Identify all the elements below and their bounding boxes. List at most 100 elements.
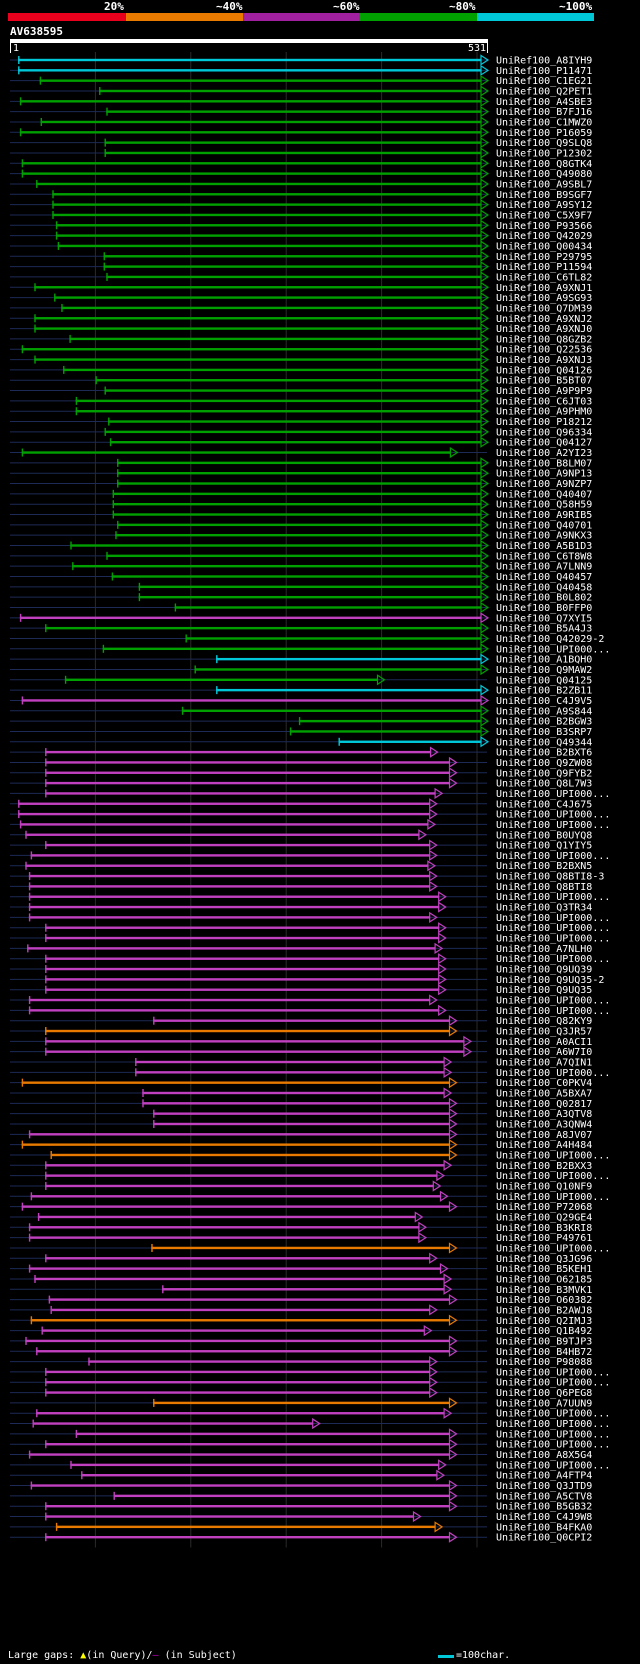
hit-label: UniRef100_A8JV07 bbox=[496, 1130, 592, 1141]
hit-start-tick bbox=[111, 572, 114, 581]
identity-legend: 20% ~40% ~60% ~80% ~100% bbox=[0, 0, 640, 22]
query-id: AV638595 bbox=[10, 25, 63, 38]
hit-arrow bbox=[480, 137, 490, 149]
hit-label: UniRef100_P11594 bbox=[496, 262, 592, 273]
hit-label: UniRef100_P18212 bbox=[496, 417, 592, 428]
hit-start-tick bbox=[112, 510, 114, 519]
hit-start-tick bbox=[28, 1130, 31, 1139]
hit-bar bbox=[45, 1050, 464, 1053]
hit-label: UniRef100_Q7DM39 bbox=[496, 303, 592, 314]
hit-start-tick bbox=[21, 1140, 24, 1149]
hit-arrow bbox=[448, 777, 458, 789]
query-ruler bbox=[10, 39, 488, 43]
hit-bar bbox=[45, 967, 439, 971]
hit-label: UniRef100_UPI000... bbox=[496, 1429, 610, 1440]
hit-label: UniRef100_A9NP13 bbox=[496, 469, 592, 480]
hit-bar bbox=[28, 1267, 441, 1270]
hit-bar bbox=[45, 957, 439, 960]
hit-label: UniRef100_A0ACI1 bbox=[496, 1037, 592, 1048]
hit-bar bbox=[55, 234, 482, 237]
hit-start-tick bbox=[28, 913, 31, 922]
hit-bar bbox=[115, 533, 482, 537]
hit-start-tick bbox=[106, 551, 108, 560]
hit-label: UniRef100_UPI000... bbox=[496, 810, 610, 821]
hit-label: UniRef100_A9XNJ1 bbox=[496, 283, 592, 294]
hit-start-tick bbox=[45, 1047, 47, 1056]
hit-label: UniRef100_B3MVK1 bbox=[496, 1285, 592, 1296]
hit-arrow bbox=[480, 178, 490, 190]
hit-start-tick bbox=[135, 1058, 137, 1067]
hit-label: UniRef100_Q10NF9 bbox=[496, 1181, 592, 1192]
hit-bar bbox=[50, 1153, 450, 1157]
hit-label: UniRef100_UPI000... bbox=[496, 1243, 610, 1254]
hit-arrow bbox=[429, 1376, 438, 1388]
hit-start-tick bbox=[34, 1274, 36, 1283]
hit-arrow bbox=[427, 860, 437, 872]
hit-bar bbox=[45, 926, 439, 929]
hit-label: UniRef100_Q9UQ39 bbox=[496, 965, 592, 976]
hit-start-tick bbox=[18, 56, 20, 64]
hit-arrow bbox=[448, 1490, 458, 1502]
hit-bar bbox=[30, 1319, 450, 1322]
hit-arrow bbox=[480, 581, 490, 593]
hit-bar bbox=[153, 1122, 450, 1126]
hit-bar bbox=[111, 575, 481, 578]
hit-arrow bbox=[430, 746, 439, 758]
hit-arrow bbox=[429, 911, 438, 923]
hit-start-tick bbox=[45, 1440, 47, 1449]
legend-label-80: ~80% bbox=[449, 0, 476, 13]
hit-label: UniRef100_A9NKX3 bbox=[496, 531, 592, 542]
hit-label: UniRef100_B2BGW3 bbox=[496, 717, 592, 728]
hit-bar bbox=[21, 348, 481, 351]
hit-start-tick bbox=[104, 138, 106, 147]
hit-bar bbox=[55, 1525, 436, 1529]
hit-arrow bbox=[438, 1459, 447, 1471]
hit-arrow bbox=[480, 405, 490, 417]
hit-arrow bbox=[429, 808, 438, 820]
hit-start-tick bbox=[106, 107, 108, 116]
hit-label: UniRef100_C6JT03 bbox=[496, 396, 592, 407]
hit-bar bbox=[194, 668, 481, 671]
hit-arrow bbox=[448, 1438, 458, 1450]
hit-label: UniRef100_A5BXA7 bbox=[496, 1089, 592, 1100]
hit-bar bbox=[88, 1360, 430, 1363]
hit-arrow bbox=[480, 209, 490, 221]
hit-start-tick bbox=[32, 1419, 34, 1428]
hit-arrow bbox=[429, 839, 438, 851]
hit-arrow bbox=[480, 95, 490, 107]
hit-bar bbox=[28, 1236, 419, 1239]
hit-start-tick bbox=[21, 1202, 24, 1211]
hit-label: UniRef100_A9P9P9 bbox=[496, 386, 592, 397]
hit-start-tick bbox=[45, 1171, 47, 1180]
hit-start-tick bbox=[45, 768, 47, 777]
hit-start-tick bbox=[112, 489, 114, 498]
hit-label: UniRef100_A9NZP7 bbox=[496, 479, 592, 490]
hit-arrow bbox=[438, 922, 447, 934]
hit-start-tick bbox=[151, 1243, 153, 1252]
hit-arrow bbox=[448, 1118, 458, 1130]
hit-start-tick bbox=[45, 954, 47, 963]
hit-bar bbox=[112, 513, 481, 516]
hit-label: UniRef100_C5X9F7 bbox=[496, 210, 592, 221]
hit-arrow bbox=[480, 353, 490, 366]
hit-label: UniRef100_Q00434 bbox=[496, 241, 592, 252]
hit-start-tick bbox=[117, 520, 119, 529]
hit-start-tick bbox=[55, 231, 58, 240]
hit-bar bbox=[34, 358, 482, 361]
ruler-end-label: 531 bbox=[468, 43, 487, 54]
hit-arrow bbox=[480, 529, 490, 541]
hit-bar bbox=[153, 1112, 450, 1115]
hit-label: UniRef100_C4J9W8 bbox=[496, 1512, 592, 1523]
scale-bar bbox=[438, 1655, 454, 1658]
hit-arrow bbox=[448, 756, 458, 769]
hit-start-tick bbox=[21, 159, 24, 168]
hit-start-tick bbox=[28, 1223, 31, 1232]
hit-arrow bbox=[448, 1345, 458, 1357]
hit-label: UniRef100_Q8BTI8 bbox=[496, 882, 592, 893]
hit-start-tick bbox=[19, 613, 22, 622]
hit-bar bbox=[72, 564, 481, 568]
hit-start-tick bbox=[75, 407, 78, 416]
hit-label: UniRef100_B2BXX3 bbox=[496, 1161, 592, 1172]
hit-start-tick bbox=[55, 221, 58, 230]
hit-bar bbox=[45, 1164, 445, 1167]
